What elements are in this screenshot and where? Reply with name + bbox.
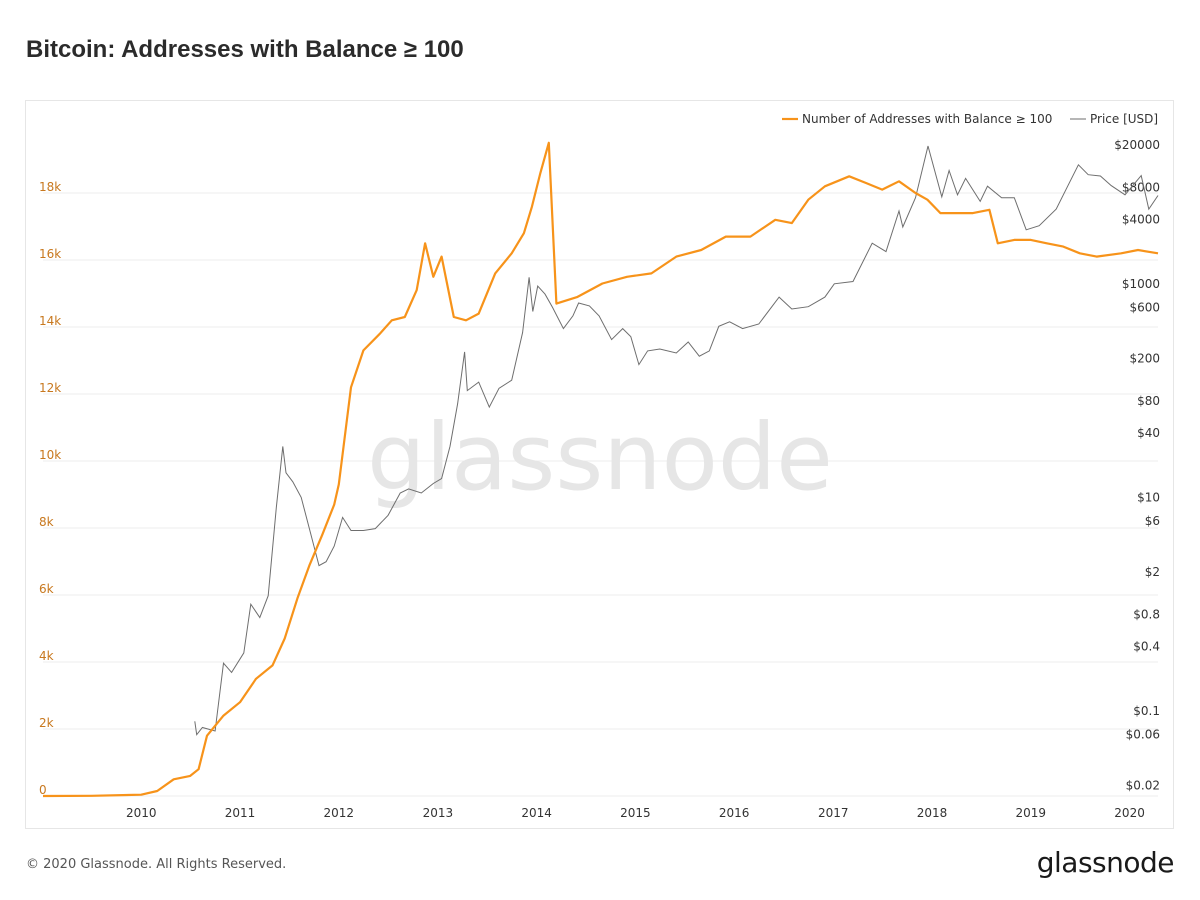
right-axis-ticks: $0.02 $0.06 $0.1 $0.4 $0.8 $2 $6 $10 $40 $80 $200 $… bbox=[1114, 138, 1160, 793]
right-axis-tick-label: $200 bbox=[1129, 351, 1160, 365]
x-axis-tick-label: 2011 bbox=[225, 806, 256, 820]
chart-svg: glassnode 0 2k 4k 6k 8k 10k 12k 14k 16k 18k $0.02… bbox=[39, 112, 1160, 820]
right-axis-tick-label: $0.06 bbox=[1126, 728, 1160, 742]
left-axis-tick-label: 10k bbox=[39, 448, 61, 462]
chart-frame: glassnode 0 2k 4k 6k 8k 10k 12k 14k 16k 18k $0.02… bbox=[25, 100, 1174, 829]
left-axis-tick-label: 14k bbox=[39, 314, 61, 328]
legend-label-price: Price [USD] bbox=[1090, 112, 1158, 126]
x-axis-tick-label: 2016 bbox=[719, 806, 750, 820]
price-series-line bbox=[194, 145, 1159, 736]
x-axis-tick-label: 2010 bbox=[126, 806, 157, 820]
copyright-text: © 2020 Glassnode. All Rights Reserved. bbox=[26, 857, 287, 872]
watermark-text: glassnode bbox=[367, 404, 833, 511]
legend-label-addresses: Number of Addresses with Balance ≥ 100 bbox=[802, 112, 1052, 126]
right-axis-tick-label: $80 bbox=[1137, 394, 1160, 408]
right-axis-tick-label: $0.02 bbox=[1126, 779, 1160, 793]
page-title: Bitcoin: Addresses with Balance ≥ 100 bbox=[26, 36, 464, 63]
x-axis-tick-label: 2018 bbox=[917, 806, 948, 820]
left-axis-tick-label: 4k bbox=[39, 649, 54, 663]
left-axis-tick-label: 6k bbox=[39, 582, 54, 596]
right-axis-tick-label: $1000 bbox=[1122, 277, 1160, 291]
left-axis-tick-label: 12k bbox=[39, 381, 61, 395]
right-axis-tick-label: $8000 bbox=[1122, 180, 1160, 194]
right-axis-tick-label: $6 bbox=[1145, 514, 1160, 528]
glassnode-logo: glassnode bbox=[1036, 846, 1175, 879]
right-axis-tick-label: $600 bbox=[1129, 300, 1160, 314]
x-axis-tick-label: 2015 bbox=[620, 806, 651, 820]
x-axis-tick-label: 2013 bbox=[423, 806, 454, 820]
left-axis-tick-label: 2k bbox=[39, 716, 54, 730]
x-axis-tick-label: 2017 bbox=[818, 806, 849, 820]
right-axis-tick-label: $4000 bbox=[1122, 212, 1160, 226]
left-axis-tick-label: 18k bbox=[39, 180, 61, 194]
right-axis-tick-label: $10 bbox=[1137, 490, 1160, 504]
right-axis-tick-label: $0.1 bbox=[1133, 704, 1160, 718]
right-axis-tick-label: $0.4 bbox=[1133, 640, 1160, 654]
right-axis-tick-label: $2 bbox=[1145, 565, 1160, 579]
left-axis-tick-label: 16k bbox=[39, 247, 61, 261]
x-axis-tick-label: 2014 bbox=[521, 806, 552, 820]
right-axis-tick-label: $0.8 bbox=[1133, 608, 1160, 622]
left-axis-tick-label: 0 bbox=[39, 783, 47, 797]
x-axis-tick-label: 2020 bbox=[1114, 806, 1145, 820]
addresses-series-line bbox=[42, 141, 1159, 798]
x-axis-tick-label: 2012 bbox=[324, 806, 355, 820]
chart-legend: Number of Addresses with Balance ≥ 100 P… bbox=[782, 112, 1158, 126]
x-axis-tick-label: 2019 bbox=[1016, 806, 1047, 820]
grid-lines bbox=[43, 192, 1158, 797]
right-axis-tick-label: $40 bbox=[1137, 426, 1160, 440]
x-axis-ticks: 2010 2011 2012 2013 2014 2015 2016 2017 2018 2019… bbox=[126, 806, 1145, 820]
left-axis-tick-label: 8k bbox=[39, 515, 54, 529]
right-axis-tick-label: $20000 bbox=[1114, 138, 1160, 152]
left-axis-ticks: 0 2k 4k 6k 8k 10k 12k 14k 16k 18k bbox=[39, 180, 61, 797]
